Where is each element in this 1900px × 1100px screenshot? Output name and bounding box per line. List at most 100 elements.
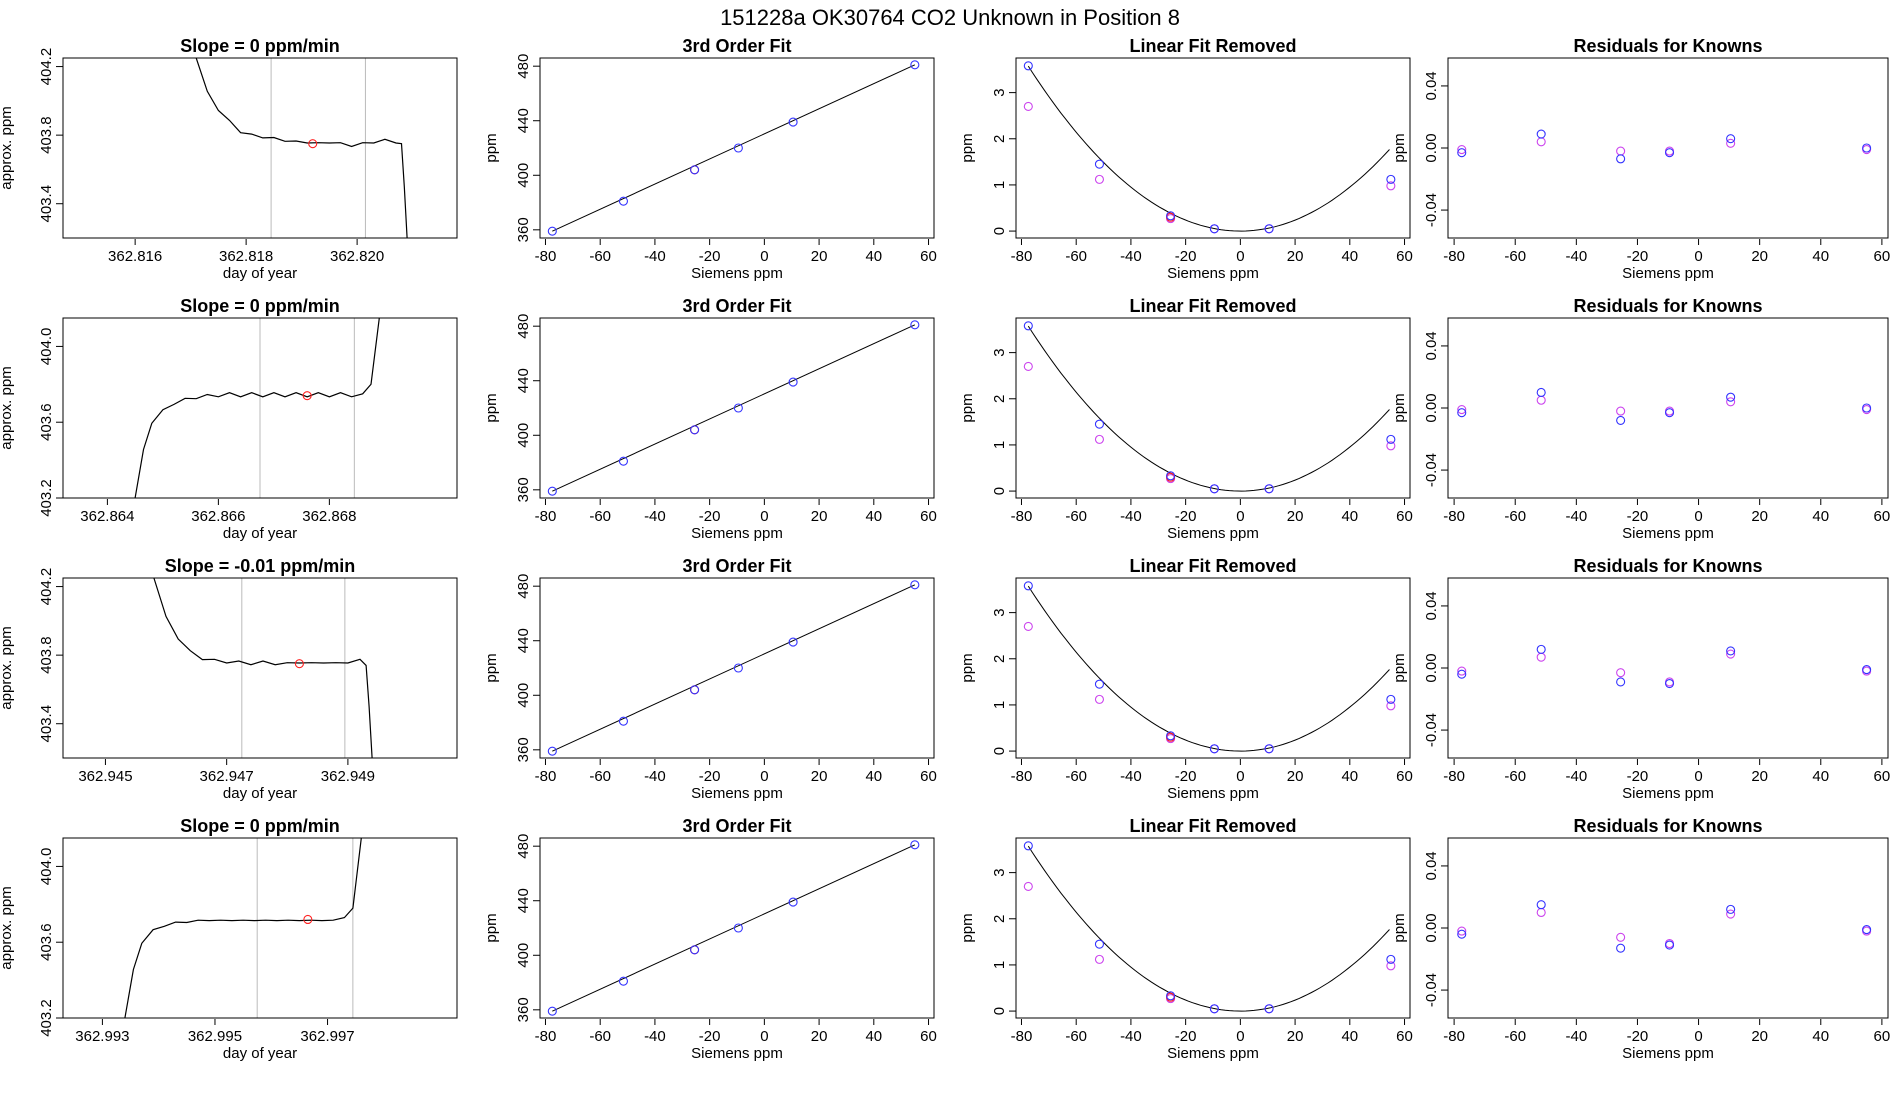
y-tick-label: 0 <box>991 487 1008 495</box>
previous-fit-point <box>1023 621 1033 632</box>
x-tick-label: 0 <box>760 508 768 525</box>
residual-point <box>1457 408 1467 418</box>
x-tick-label: 20 <box>811 1028 828 1045</box>
y-tick-label: 0.04 <box>1423 331 1440 360</box>
previous-fit-point <box>1386 701 1396 711</box>
y-axis-label: approx. ppm <box>0 626 15 709</box>
x-tick-label: -40 <box>644 1028 666 1045</box>
x-tick-label: -60 <box>1065 768 1087 785</box>
x-tick-label: 362.945 <box>78 768 132 785</box>
plot-frame <box>539 837 935 1019</box>
y-tick-label: 360 <box>515 737 532 762</box>
y-axis-label: ppm <box>959 653 976 682</box>
residual-point <box>1536 644 1546 654</box>
known-standard-point <box>1023 321 1033 331</box>
x-tick-label: -80 <box>1011 768 1033 785</box>
known-standard-point <box>1166 211 1176 221</box>
previous-fit-point <box>1094 434 1105 444</box>
residual-point <box>1726 392 1736 402</box>
known-standard-point <box>1264 484 1274 494</box>
x-tick-label: 20 <box>1287 248 1304 265</box>
x-tick-label: 20 <box>811 248 828 265</box>
x-tick-label: 20 <box>1751 508 1768 525</box>
known-standard-point <box>1386 694 1396 704</box>
x-tick-label: 40 <box>1341 1028 1358 1045</box>
y-axis-label: approx. ppm <box>0 886 15 969</box>
y-tick-label: 0.00 <box>1423 133 1440 162</box>
residual-point <box>1536 129 1546 139</box>
x-tick-label: 60 <box>1874 248 1891 265</box>
plot-area <box>547 60 920 236</box>
previous-fit-point <box>1094 954 1105 964</box>
x-tick-label: 362.818 <box>219 248 273 265</box>
x-tick-label: 0 <box>1236 1028 1244 1045</box>
known-standard-point <box>733 143 743 153</box>
quadratic-curve-line <box>1027 65 1390 232</box>
plot-area <box>1457 900 1872 953</box>
y-tick-label: -0.04 <box>1423 973 1440 1007</box>
known-standard-point <box>1166 731 1176 741</box>
panel-title: Slope = -0.01 ppm/min <box>165 556 356 576</box>
y-tick-label: 440 <box>515 888 532 913</box>
panel-title: 3rd Order Fit <box>682 816 791 836</box>
sample-mean-marker <box>303 914 313 925</box>
known-standard-point <box>1264 1004 1274 1014</box>
known-standard-point <box>690 685 700 695</box>
plot-area <box>195 58 408 238</box>
y-tick-label: 440 <box>515 368 532 393</box>
previous-fit-point <box>1023 101 1033 112</box>
y-tick-label: 3 <box>991 868 1008 876</box>
fit-curve-line <box>552 324 916 492</box>
x-tick-label: 60 <box>1874 508 1891 525</box>
x-tick-label: 362.868 <box>302 508 356 525</box>
residual-point <box>1457 148 1467 158</box>
y-tick-label: 2 <box>991 655 1008 663</box>
x-tick-label: 60 <box>1874 768 1891 785</box>
x-tick-label: 40 <box>865 248 882 265</box>
y-tick-label: -0.04 <box>1423 453 1440 487</box>
x-axis-label: Siemens ppm <box>1167 265 1259 282</box>
x-tick-label: -60 <box>589 1028 611 1045</box>
known-standard-point <box>1023 61 1033 71</box>
x-tick-label: -80 <box>1443 248 1465 265</box>
x-tick-label: 60 <box>920 248 937 265</box>
y-tick-label: 360 <box>515 217 532 242</box>
known-standard-point <box>1023 581 1033 591</box>
known-standard-point <box>910 320 920 330</box>
known-standard-point <box>1094 419 1105 429</box>
plot-frame <box>539 317 935 499</box>
x-tick-label: 20 <box>1287 508 1304 525</box>
known-standard-point <box>733 403 743 413</box>
residual-point-alt <box>1616 146 1626 156</box>
y-tick-label: 0.00 <box>1423 393 1440 422</box>
known-standard-point <box>1209 484 1219 494</box>
panel-title: Linear Fit Removed <box>1129 816 1296 836</box>
x-tick-label: -80 <box>1443 1028 1465 1045</box>
x-tick-label: -60 <box>1065 248 1087 265</box>
residual-point <box>1862 665 1872 675</box>
residual-point-alt <box>1726 138 1736 148</box>
x-tick-label: 362.816 <box>108 248 162 265</box>
x-tick-label: 0 <box>1694 508 1702 525</box>
residual-point <box>1862 143 1872 153</box>
y-tick-label: 0 <box>991 227 1008 235</box>
y-tick-label: 0 <box>991 1007 1008 1015</box>
y-tick-label: 0.04 <box>1423 591 1440 620</box>
x-tick-label: -60 <box>1065 508 1087 525</box>
previous-fit-point <box>1023 361 1033 372</box>
y-tick-label: 3 <box>991 348 1008 356</box>
plot-area <box>547 580 920 756</box>
y-tick-label: 400 <box>515 163 532 188</box>
y-axis-label: ppm <box>1391 393 1408 422</box>
x-axis-label: Siemens ppm <box>691 525 783 542</box>
x-tick-label: 20 <box>1751 248 1768 265</box>
known-standard-point <box>1264 224 1274 234</box>
x-tick-label: 60 <box>1396 1028 1413 1045</box>
previous-fit-point <box>1386 961 1396 971</box>
residual-point <box>1726 904 1736 914</box>
known-standard-point <box>733 663 743 673</box>
y-tick-label: 1 <box>991 181 1008 189</box>
fit-curve-line <box>552 64 916 232</box>
x-axis-label: day of year <box>223 525 297 542</box>
